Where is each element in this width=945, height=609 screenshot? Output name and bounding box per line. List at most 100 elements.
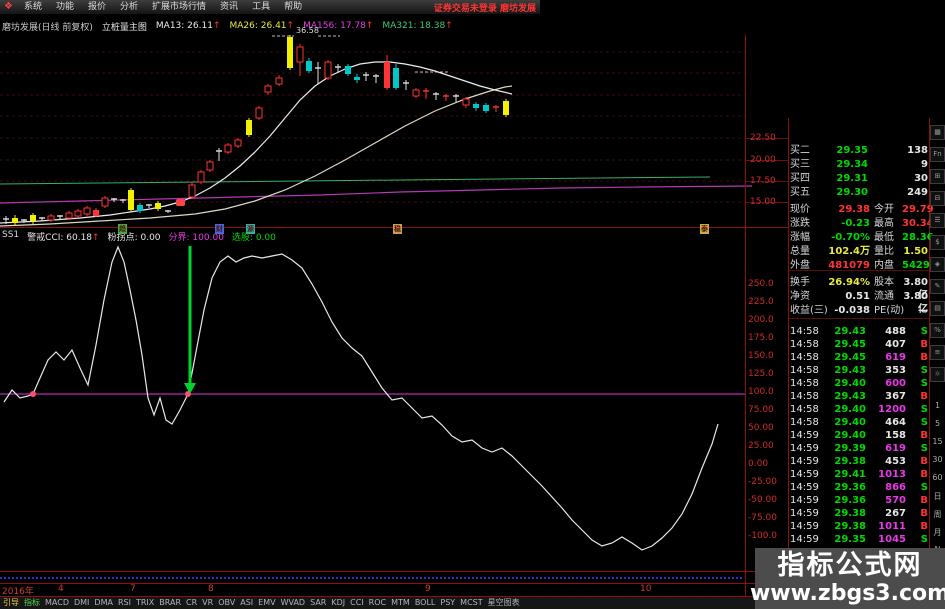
quote-divider-1 <box>789 270 929 271</box>
cci-axis-label: 0.00 <box>748 459 769 469</box>
trade-row-10: 14:59 29.38 453 B <box>790 455 928 468</box>
trade-price: 29.40 <box>834 378 866 389</box>
chart-line <box>0 61 513 224</box>
indicator-tab-ASI[interactable]: ASI <box>240 598 254 607</box>
up-arrow-icon: ↑ <box>365 21 374 31</box>
buy-label: 买二 <box>790 145 810 156</box>
info-label: 净资 <box>790 291 810 302</box>
info-row-2: 涨幅 -0.70% 最低 28.36 <box>790 231 934 244</box>
price-axis-label: 15.00 <box>750 197 776 207</box>
indicator-tab-指标[interactable]: 指标 <box>24 598 40 607</box>
trade-time: 14:59 <box>790 508 819 519</box>
toolbar-icon-6[interactable]: ◈ <box>930 257 945 272</box>
toolbar-icon-11[interactable]: ☼ <box>930 367 945 382</box>
menu-item-7[interactable]: 帮助 <box>284 2 303 12</box>
toolbar-icon-4[interactable]: ☰ <box>930 213 945 228</box>
period-button-月[interactable]: 月 <box>933 528 942 537</box>
indicator-tab-OBV[interactable]: OBV <box>218 598 236 607</box>
indicator-tab-TRIX[interactable]: TRIX <box>135 598 155 607</box>
menu-item-2[interactable]: 报价 <box>88 2 107 12</box>
toolbar-icon-2[interactable]: ⊞ <box>930 169 945 184</box>
menu-item-5[interactable]: 资讯 <box>220 2 239 12</box>
cci-indicator-chart[interactable] <box>0 240 756 572</box>
trade-price: 29.41 <box>834 469 866 480</box>
cci-header-field-3: 分界: 100.00 <box>168 233 224 243</box>
period-button-60[interactable]: 60 <box>932 473 943 482</box>
trade-time: 14:59 <box>790 443 819 454</box>
trade-price: 29.45 <box>834 339 866 350</box>
trade-direction: S <box>920 378 928 389</box>
date-tick: 7 <box>130 584 136 594</box>
indicator-tab-星空图表[interactable]: 星空图表 <box>487 598 520 607</box>
indicator-tab-BRAR[interactable]: BRAR <box>159 598 182 607</box>
trade-direction: S <box>920 443 928 454</box>
date-tick: 10 <box>640 584 652 594</box>
menu-item-0[interactable]: 系统 <box>23 2 42 12</box>
quote-panel: 买二 29.35 138 买三 29.34 9 买四 29.31 30 买五 29.30 249 现价 2… <box>789 118 944 548</box>
info-value: 542943 <box>902 260 944 271</box>
ma-label-2: MA156: 17.78↑ <box>303 21 374 31</box>
trade-volume: 1013 <box>878 469 906 480</box>
cci-axis-label: 100.0 <box>748 387 774 397</box>
toolbar-icon-9[interactable]: % <box>930 323 945 338</box>
period-button-1[interactable]: 1 <box>934 401 941 410</box>
trade-direction: B <box>920 391 928 402</box>
menu-item-3[interactable]: 分析 <box>120 2 139 12</box>
trade-volume: 453 <box>885 456 906 467</box>
indicator-tab-KDJ[interactable]: KDJ <box>331 598 346 607</box>
trade-volume: 158 <box>885 430 906 441</box>
indicator-tab-BOLL[interactable]: BOLL <box>414 598 436 607</box>
ma-label-3: MA321: 18.38↑ <box>382 21 453 31</box>
indicator-tab-CR[interactable]: CR <box>186 598 198 607</box>
buy-price: 29.31 <box>836 173 868 184</box>
period-button-5[interactable]: 5 <box>934 419 941 428</box>
toolbar-icon-7[interactable]: ✎ <box>930 279 945 294</box>
trade-volume: 570 <box>885 495 906 506</box>
trade-time: 14:59 <box>790 534 819 545</box>
cci-header-field-4: 选股: 0.00 <box>231 233 276 243</box>
info-value: 28.36 <box>902 232 934 243</box>
period-button-日[interactable]: 日 <box>933 492 942 501</box>
period-button-15[interactable]: 15 <box>932 437 943 446</box>
indicator-tab-VR[interactable]: VR <box>202 598 214 607</box>
period-button-30[interactable]: 30 <box>932 455 943 464</box>
indicator-tab-SAR[interactable]: SAR <box>310 598 327 607</box>
watermark-site-name: 指标公式网 <box>777 550 923 581</box>
toolbar-icon-8[interactable]: ▤ <box>930 301 945 316</box>
trade-volume: 353 <box>885 365 906 376</box>
indicator-tab-MACD[interactable]: MACD <box>45 598 69 607</box>
indicator-tab-MTM[interactable]: MTM <box>391 598 410 607</box>
trade-login-status[interactable]: 证券交易未登录 磨坊发展 <box>433 3 536 14</box>
info-value: 26.94% <box>828 277 870 288</box>
info-value: 102.4万 <box>828 246 870 257</box>
indicator-tab-引导[interactable]: 引导 <box>3 598 19 607</box>
main-candlestick-chart[interactable] <box>0 35 756 227</box>
toolbar-icon-3[interactable]: ⊟ <box>930 191 945 206</box>
menu-item-6[interactable]: 工具 <box>252 2 271 12</box>
indicator-tab-MCST[interactable]: MCST <box>460 598 483 607</box>
cci-axis-label: -25.00 <box>748 477 778 487</box>
menu-item-1[interactable]: 功能 <box>55 2 74 12</box>
period-button-周[interactable]: 周 <box>933 510 942 519</box>
trade-volume: 619 <box>885 352 906 363</box>
info-value: — <box>918 305 928 316</box>
trade-price: 29.40 <box>834 417 866 428</box>
menu-item-4[interactable]: 扩展市场行情 <box>152 2 207 12</box>
indicator-tab-EMV[interactable]: EMV <box>258 598 276 607</box>
indicator-tab-RSI[interactable]: RSI <box>117 598 131 607</box>
buy-row-3: 买三 29.34 9 <box>790 158 928 171</box>
signal-tile-1: 财 <box>215 224 224 234</box>
indicator-tab-DMI[interactable]: DMI <box>73 598 90 607</box>
info-value: -0.70% <box>831 232 870 243</box>
toolbar-icon-10[interactable]: ≡ <box>930 345 945 360</box>
indicator-tab-DMA[interactable]: DMA <box>94 598 113 607</box>
indicator-tab-PSY[interactable]: PSY <box>440 598 456 607</box>
indicator-tab-WVAD[interactable]: WVAD <box>280 598 306 607</box>
toolbar-icon-1[interactable]: Fn <box>930 147 945 162</box>
toolbar-icon-5[interactable]: $ <box>930 235 945 250</box>
trade-volume: 600 <box>885 378 906 389</box>
indicator-tab-ROC[interactable]: ROC <box>368 598 387 607</box>
indicator-tab-CCI[interactable]: CCI <box>350 598 364 607</box>
toolbar-icon-0[interactable]: ▦ <box>930 125 945 140</box>
